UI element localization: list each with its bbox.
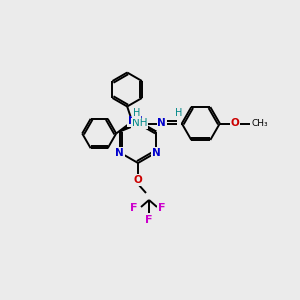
Text: F: F (158, 203, 166, 213)
Text: NH: NH (132, 118, 148, 128)
Text: N: N (128, 116, 136, 127)
Text: N: N (116, 148, 124, 158)
Text: F: F (145, 215, 153, 225)
Text: N: N (158, 118, 166, 128)
Text: O: O (134, 175, 142, 185)
Text: F: F (130, 203, 138, 213)
Text: N: N (152, 148, 161, 158)
Text: H: H (175, 109, 182, 118)
Text: N: N (134, 116, 142, 126)
Text: O: O (230, 118, 239, 128)
Text: CH₃: CH₃ (251, 119, 268, 128)
Text: H: H (133, 109, 140, 118)
